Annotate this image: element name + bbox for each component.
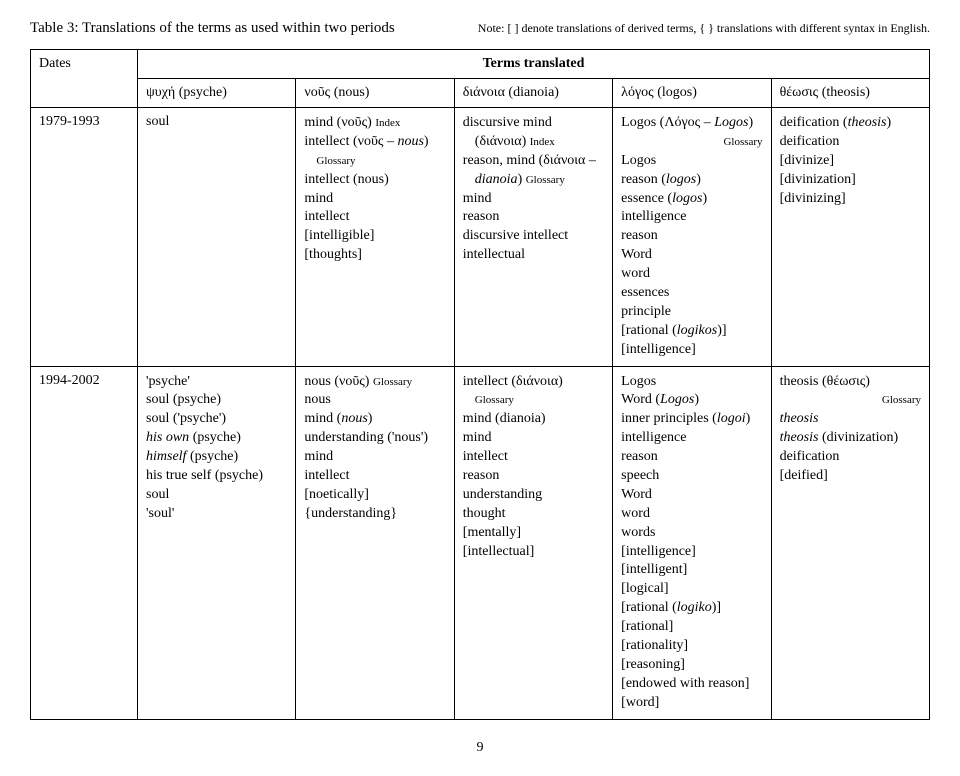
cell-nous: nous (νοῦς) Glossary nous mind (nous) un… <box>296 366 454 719</box>
table-note: Note: [ ] denote translations of derived… <box>478 21 930 36</box>
translations-table: Dates Terms translated ψυχή (psyche) νοῦ… <box>30 49 930 720</box>
page-number: 9 <box>30 740 930 756</box>
header-theosis: θέωσις (theosis) <box>771 79 929 108</box>
table-row: 1994-2002 'psyche' soul (psyche) soul ('… <box>31 366 930 719</box>
header-psyche: ψυχή (psyche) <box>138 79 296 108</box>
cell-logos: Logos Word (Logos) inner principles (log… <box>613 366 771 719</box>
header-nous: νοῦς (nous) <box>296 79 454 108</box>
table-row: 1979-1993 soul mind (νοῦς) Index intelle… <box>31 108 930 367</box>
cell-logos: Logos (Λόγος – Logos) Glossary Logos rea… <box>613 108 771 367</box>
header-terms: Terms translated <box>138 50 930 79</box>
cell-dates: 1994-2002 <box>31 366 138 719</box>
cell-theosis: theosis (θέωσις) Glossary theosis theosi… <box>771 366 929 719</box>
cell-dianoia: discursive mind (διάνοια) Index reason, … <box>454 108 612 367</box>
cell-psyche: 'psyche' soul (psyche) soul ('psyche') h… <box>138 366 296 719</box>
cell-dianoia: intellect (διάνοια) Glossary mind (diano… <box>454 366 612 719</box>
cell-nous: mind (νοῦς) Index intellect (νοῦς – nous… <box>296 108 454 367</box>
header-dianoia: διάνοια (dianoia) <box>454 79 612 108</box>
cell-dates: 1979-1993 <box>31 108 138 367</box>
caption-row: Table 3: Translations of the terms as us… <box>30 20 930 37</box>
table-caption: Table 3: Translations of the terms as us… <box>30 20 395 37</box>
cell-theosis: deification (theosis) deification [divin… <box>771 108 929 367</box>
cell-psyche: soul <box>138 108 296 367</box>
header-logos: λόγος (logos) <box>613 79 771 108</box>
header-dates: Dates <box>31 50 138 108</box>
